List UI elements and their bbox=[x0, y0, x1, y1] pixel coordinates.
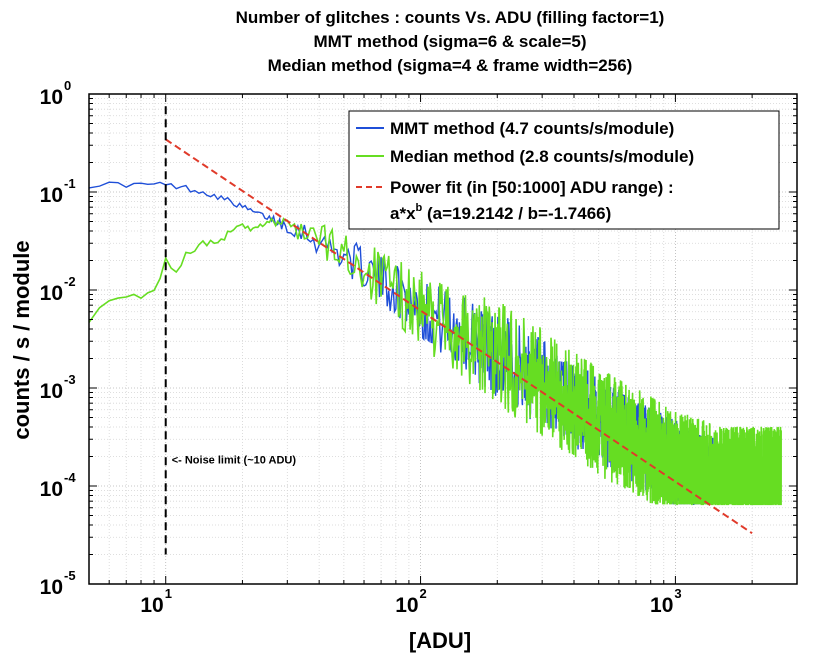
legend-formula-exponent: b bbox=[416, 202, 423, 214]
axis-ticks bbox=[88, 93, 798, 585]
y-tick-label: 10 bbox=[40, 86, 63, 109]
y-tick-label-exponent: -3 bbox=[64, 372, 76, 387]
series-line-median bbox=[88, 217, 782, 506]
y-tick-label-exponent: -4 bbox=[64, 470, 76, 485]
series-line-power-fit bbox=[165, 138, 753, 535]
legend-label-mmt: MMT method (4.7 counts/s/module) bbox=[390, 119, 674, 138]
x-tick-label-exponent: 3 bbox=[674, 586, 681, 601]
x-tick-label-exponent: 2 bbox=[420, 586, 427, 601]
x-tick-label: 10 bbox=[395, 594, 418, 617]
chart-title-line-1: Number of glitches : counts Vs. ADU (fil… bbox=[236, 8, 665, 27]
legend-label-power-fit-formula: a*xb (a=19.2142 / b=-1.7466) bbox=[390, 202, 611, 223]
y-tick-label-exponent: -5 bbox=[64, 568, 76, 583]
series-layer bbox=[88, 138, 782, 535]
chart-title-line-3: Median method (sigma=4 & frame width=256… bbox=[268, 56, 633, 75]
x-tick-label: 10 bbox=[650, 594, 673, 617]
x-tick-label-exponent: 1 bbox=[165, 586, 172, 601]
y-tick-label: 10 bbox=[40, 576, 63, 599]
chart-title-line-2: MMT method (sigma=6 & scale=5) bbox=[313, 32, 586, 51]
x-tick-label: 10 bbox=[140, 594, 163, 617]
x-axis-label: [ADU] bbox=[409, 628, 471, 653]
y-tick-label: 10 bbox=[40, 478, 63, 501]
legend-label-power-fit: Power fit (in [50:1000] ADU range) : bbox=[390, 178, 674, 197]
y-tick-label: 10 bbox=[40, 380, 63, 403]
plot-frame bbox=[88, 93, 798, 585]
y-tick-label: 10 bbox=[40, 184, 63, 207]
legend-box bbox=[348, 110, 780, 230]
legend-formula-base: a*x bbox=[390, 204, 416, 223]
y-tick-label-exponent: 0 bbox=[64, 78, 71, 93]
y-tick-label: 10 bbox=[40, 282, 63, 305]
annotation-layer: <- Noise limit (~10 ADU) bbox=[164, 106, 297, 555]
y-tick-label-exponent: -1 bbox=[64, 176, 76, 191]
y-axis-label: counts / s / module bbox=[9, 240, 34, 439]
chart-title: Number of glitches : counts Vs. ADU (fil… bbox=[236, 8, 665, 75]
noise-limit-annotation: <- Noise limit (~10 ADU) bbox=[172, 454, 297, 466]
legend: MMT method (4.7 counts/s/module) Median … bbox=[348, 110, 780, 230]
legend-formula-params: (a=19.2142 / b=-1.7466) bbox=[422, 204, 611, 223]
legend-label-median: Median method (2.8 counts/s/module) bbox=[390, 147, 694, 166]
y-tick-label-exponent: -2 bbox=[64, 274, 76, 289]
